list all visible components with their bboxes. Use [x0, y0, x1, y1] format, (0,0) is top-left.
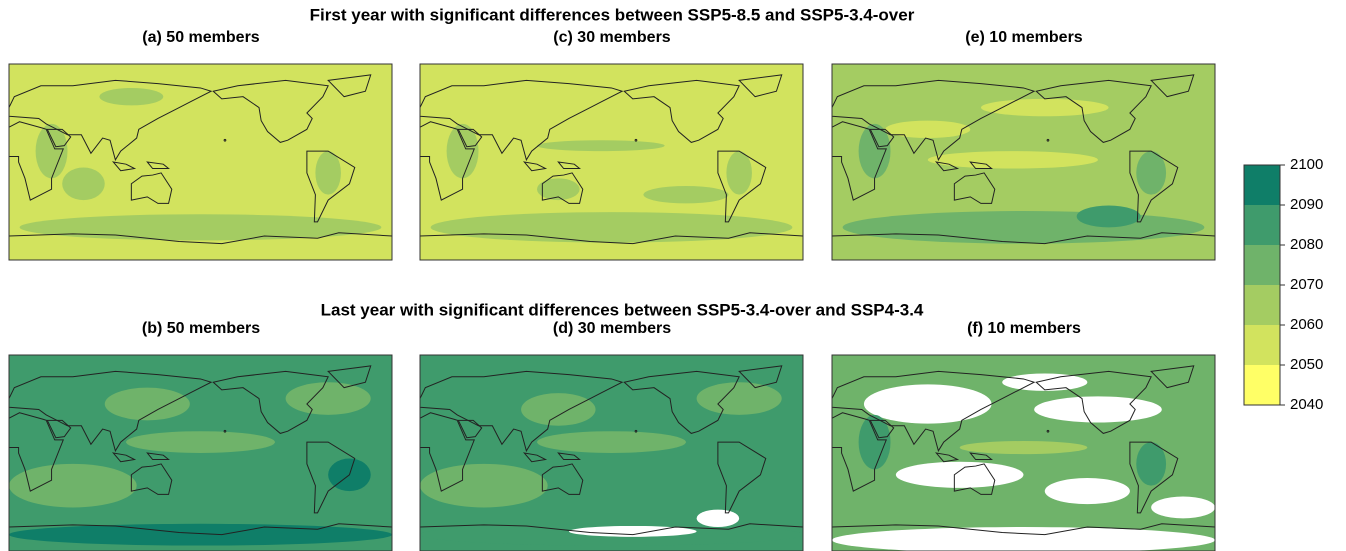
tick-label: 2070: [1290, 276, 1323, 293]
panel-title: (c) 30 members: [553, 29, 670, 46]
map-field: [521, 393, 595, 426]
map-field: [20, 214, 382, 240]
map-field: [697, 510, 740, 527]
figure: First year with significant differences …: [0, 0, 1346, 551]
map-field: [537, 140, 665, 151]
tick-label: 2060: [1290, 316, 1323, 333]
map: [420, 355, 803, 551]
map-field: [864, 384, 992, 423]
panel-title: (a) 50 members: [142, 29, 259, 46]
map-field: [315, 151, 341, 195]
map-field: [126, 431, 275, 453]
colorbar-bin: [1244, 205, 1280, 245]
colorbar: 2040 2050 2060 2070 2080 2090 2100: [1244, 156, 1323, 413]
colorbar-bin: [1244, 365, 1280, 405]
map-field: [896, 462, 1024, 488]
map-field: [697, 382, 782, 415]
map-field: [643, 186, 728, 203]
map-field: [1045, 478, 1130, 504]
map-field: [537, 431, 686, 453]
colorbar-bin: [1244, 325, 1280, 365]
map: [420, 64, 803, 260]
map-field: [1002, 374, 1087, 391]
colorbar-bin: [1244, 165, 1280, 205]
row-title: First year with significant differences …: [310, 5, 915, 24]
map-field: [1151, 497, 1215, 519]
map: [9, 64, 392, 260]
colorbar-bin: [1244, 285, 1280, 325]
panels: (a) 50 members (c) 30 members (e) 10 membe…: [9, 29, 1215, 551]
map-field: [885, 121, 970, 138]
map-field: [9, 524, 392, 546]
tick-label: 2080: [1290, 236, 1323, 253]
map-field: [1034, 396, 1162, 422]
map-field: [843, 211, 1205, 244]
map-field: [431, 212, 793, 242]
tick-label: 2050: [1290, 356, 1323, 373]
map: [832, 64, 1215, 260]
panel-title: (b) 50 members: [142, 320, 260, 337]
map-field: [726, 151, 752, 195]
tick-label: 2040: [1290, 396, 1323, 413]
map: [9, 355, 392, 551]
tick-label: 2100: [1290, 156, 1323, 173]
map-field: [99, 88, 163, 105]
panel-title: (f) 10 members: [967, 320, 1081, 337]
map-field: [981, 99, 1109, 116]
tick-label: 2090: [1290, 196, 1323, 213]
colorbar-bin: [1244, 245, 1280, 285]
map-field: [960, 441, 1088, 454]
row-title: Last year with significant differences b…: [321, 300, 924, 319]
map-field: [1077, 206, 1141, 228]
map: [832, 355, 1215, 551]
map-field: [9, 464, 137, 508]
panel-title: (e) 10 members: [965, 29, 1082, 46]
map-field: [420, 464, 548, 508]
map-field: [62, 167, 105, 200]
map-field: [286, 382, 371, 415]
panel-title: (d) 30 members: [553, 320, 671, 337]
